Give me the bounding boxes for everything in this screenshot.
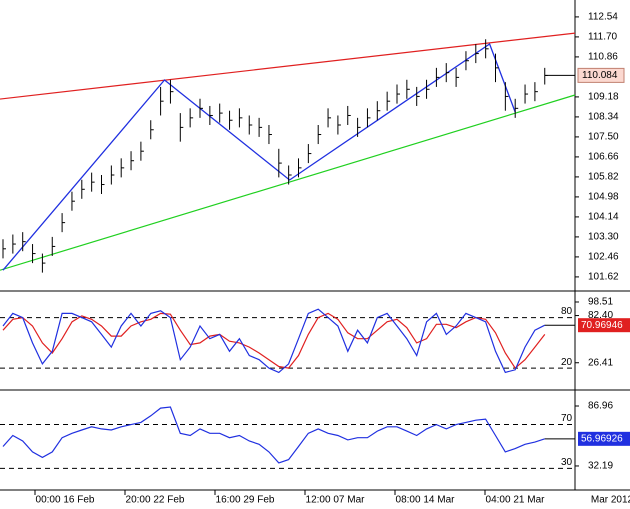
y-tick-label: 82.40 xyxy=(588,310,613,321)
period-label: Mar 2012 xyxy=(591,495,630,506)
x-tick-label: 20:00 22 Feb xyxy=(126,495,185,506)
level-label: 80 xyxy=(561,306,573,317)
last-value-box xyxy=(578,431,630,446)
last-value-label: 70.96946 xyxy=(581,320,623,331)
x-tick-label: 00:00 16 Feb xyxy=(36,495,95,506)
level-label: 30 xyxy=(561,457,573,468)
last-price-label: 110.084 xyxy=(582,70,618,81)
y-tick-label: 108.34 xyxy=(588,112,619,123)
y-tick-label: 106.66 xyxy=(588,152,619,163)
level-label: 20 xyxy=(561,357,573,368)
level-label: 70 xyxy=(561,413,573,424)
y-tick-label: 110.86 xyxy=(588,52,618,63)
y-tick-label: 32.19 xyxy=(588,461,613,472)
indicator-line xyxy=(2,308,546,374)
y-tick-label: 26.41 xyxy=(588,357,613,368)
y-tick-label: 102.46 xyxy=(588,252,619,263)
zigzag-line xyxy=(2,42,516,271)
x-tick-label: 04:00 21 Mar xyxy=(486,495,546,506)
y-tick-label: 111.70 xyxy=(588,32,618,43)
y-tick-label: 98.51 xyxy=(588,297,613,308)
indicator-line xyxy=(2,406,545,464)
y-tick-label: 86.96 xyxy=(588,401,613,412)
x-tick-label: 08:00 14 Mar xyxy=(396,495,456,506)
y-tick-label: 104.98 xyxy=(588,192,619,203)
y-tick-label: 104.14 xyxy=(588,212,619,223)
last-value-label: 56.96926 xyxy=(581,433,623,444)
y-tick-label: 107.50 xyxy=(588,132,619,143)
x-tick-label: 16:00 29 Feb xyxy=(216,495,275,506)
last-value-box xyxy=(578,318,630,333)
trendline xyxy=(0,32,576,100)
last-price-box xyxy=(577,67,625,83)
y-tick-label: 109.18 xyxy=(588,92,619,103)
x-tick-label: 12:00 07 Mar xyxy=(306,495,366,506)
y-tick-label: 101.62 xyxy=(588,272,619,283)
y-tick-label: 105.82 xyxy=(588,172,619,183)
y-tick-label: 112.54 xyxy=(588,12,618,23)
y-tick-label: 103.30 xyxy=(588,232,619,243)
trendline xyxy=(0,94,576,271)
